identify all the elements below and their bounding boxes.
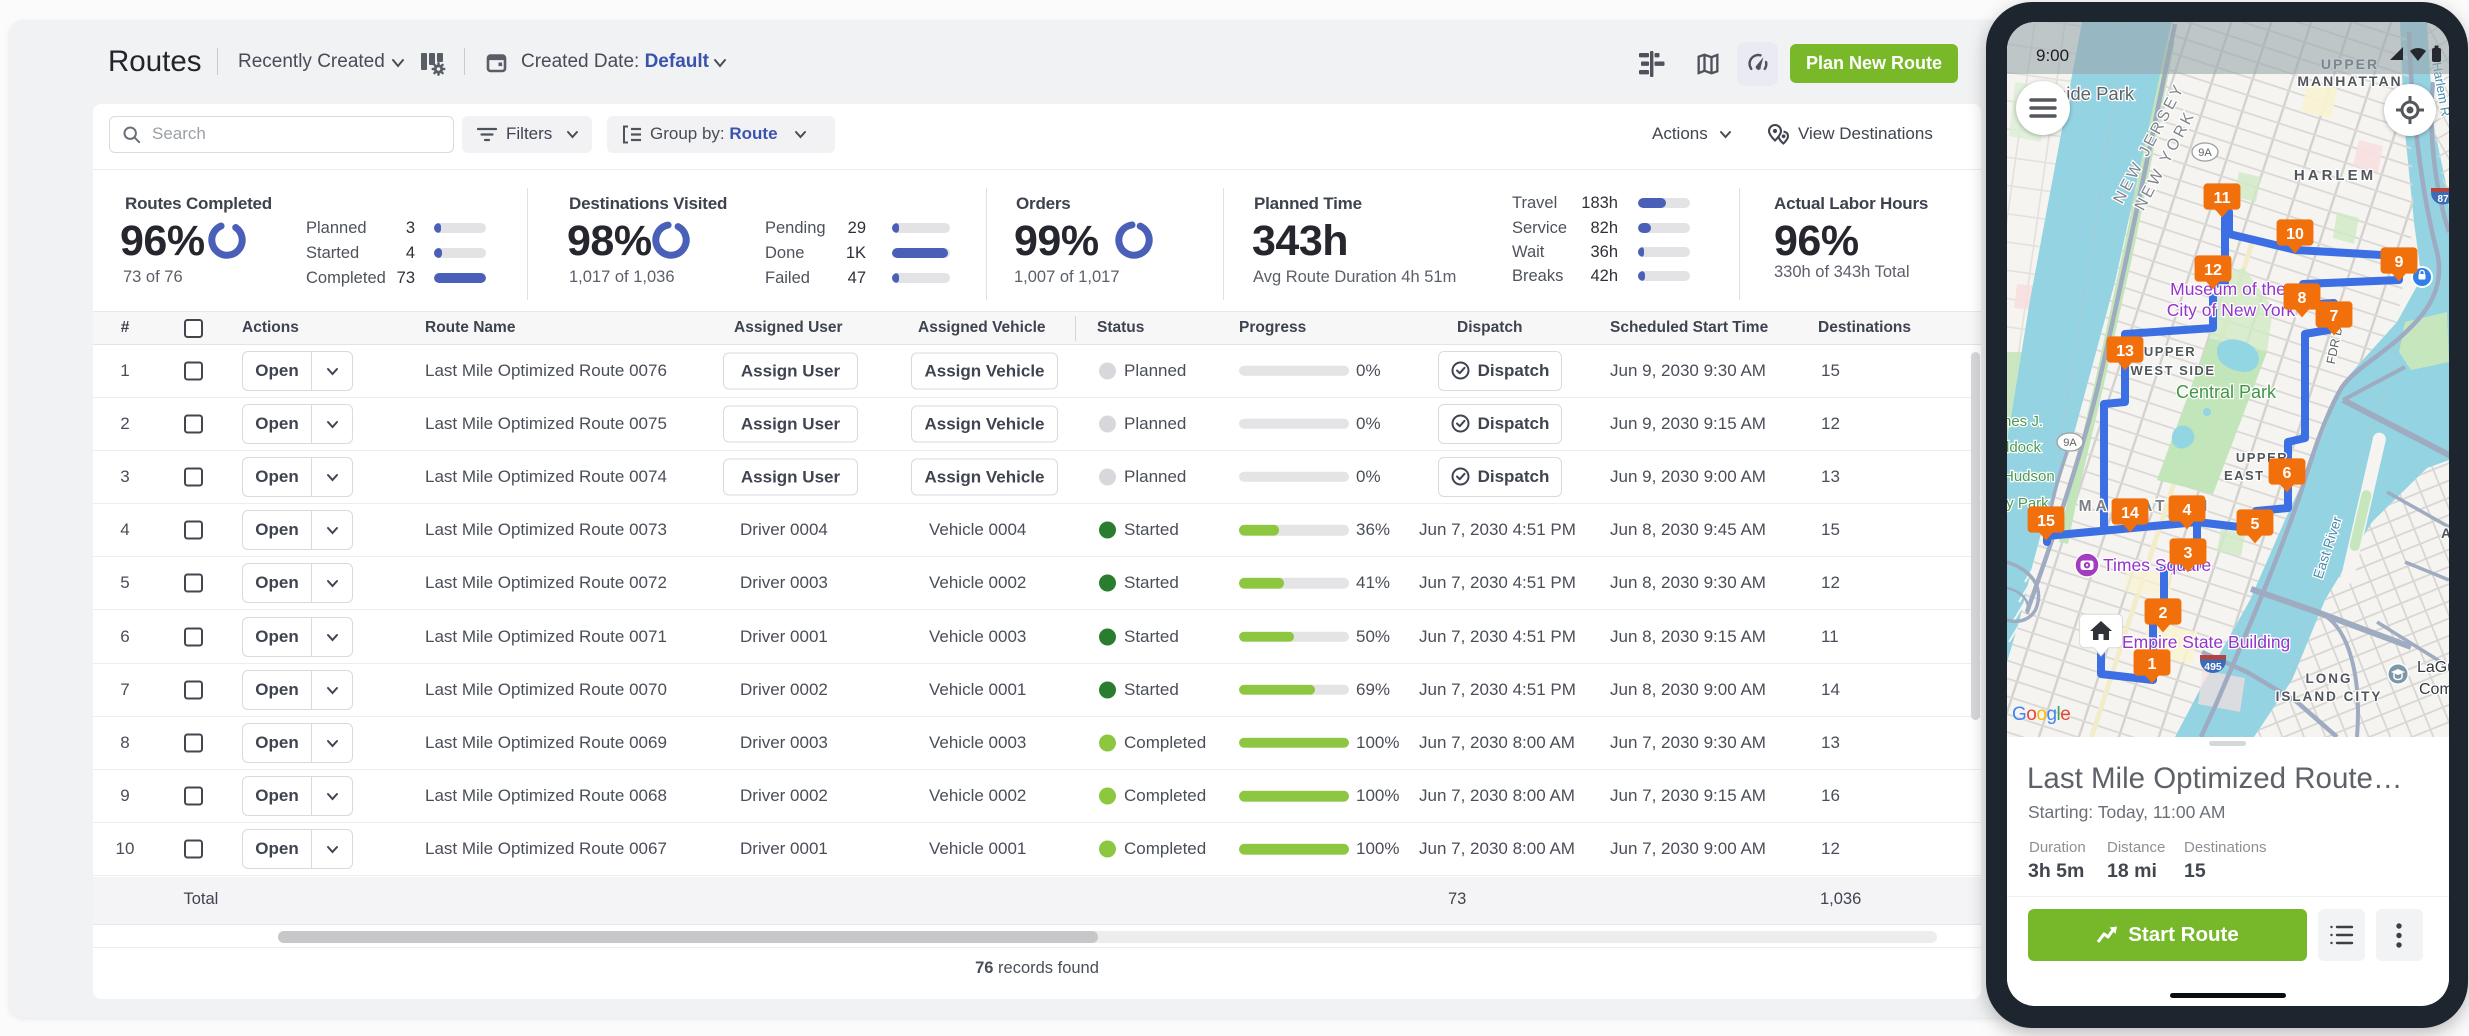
svg-text:Comm: Comm: [2419, 681, 2449, 698]
svg-text:10: 10: [2286, 226, 2304, 243]
svg-text:13: 13: [2116, 343, 2134, 360]
svg-text:ddock: ddock: [2007, 439, 2042, 456]
svg-text:Hudson: Hudson: [2007, 468, 2055, 485]
svg-text:6: 6: [2283, 465, 2292, 482]
svg-text:14: 14: [2121, 505, 2139, 522]
svg-text:LONG: LONG: [2306, 671, 2353, 686]
svg-text:12: 12: [2204, 262, 2222, 279]
svg-text:15: 15: [2037, 513, 2055, 530]
svg-text:side Park: side Park: [2057, 83, 2135, 104]
svg-text:87: 87: [2437, 194, 2449, 205]
svg-text:Central Park: Central Park: [2176, 382, 2277, 402]
svg-text:A: A: [2441, 525, 2449, 541]
svg-text:5: 5: [2251, 516, 2260, 533]
svg-text:1: 1: [2148, 656, 2157, 673]
svg-text:Museum of the: Museum of the: [2170, 279, 2286, 299]
svg-text:WEST SIDE: WEST SIDE: [2130, 363, 2215, 378]
svg-text:8: 8: [2298, 290, 2307, 307]
svg-text:3: 3: [2184, 545, 2193, 562]
svg-text:UPPER: UPPER: [2144, 344, 2196, 359]
svg-text:City of New York: City of New York: [2167, 300, 2296, 320]
svg-text:4: 4: [2183, 502, 2192, 519]
svg-text:MANHATTAN: MANHATTAN: [2297, 73, 2402, 89]
svg-text:ISLAND CITY: ISLAND CITY: [2276, 689, 2383, 704]
svg-text:9A: 9A: [2198, 147, 2212, 159]
svg-text:9A: 9A: [2063, 437, 2077, 449]
svg-text:495: 495: [2204, 661, 2222, 673]
svg-text:11: 11: [2214, 190, 2231, 207]
svg-text:2: 2: [2159, 605, 2168, 622]
svg-text:9:00: 9:00: [2036, 46, 2069, 65]
svg-text:LaGu: LaGu: [2417, 659, 2449, 676]
svg-text:7: 7: [2330, 308, 2339, 325]
svg-text:9: 9: [2395, 254, 2404, 271]
svg-text:nes J.: nes J.: [2007, 413, 2043, 430]
svg-text:HARLEM: HARLEM: [2294, 167, 2376, 184]
svg-text:Empire State Building: Empire State Building: [2122, 632, 2290, 652]
svg-text:Google: Google: [2012, 704, 2070, 725]
